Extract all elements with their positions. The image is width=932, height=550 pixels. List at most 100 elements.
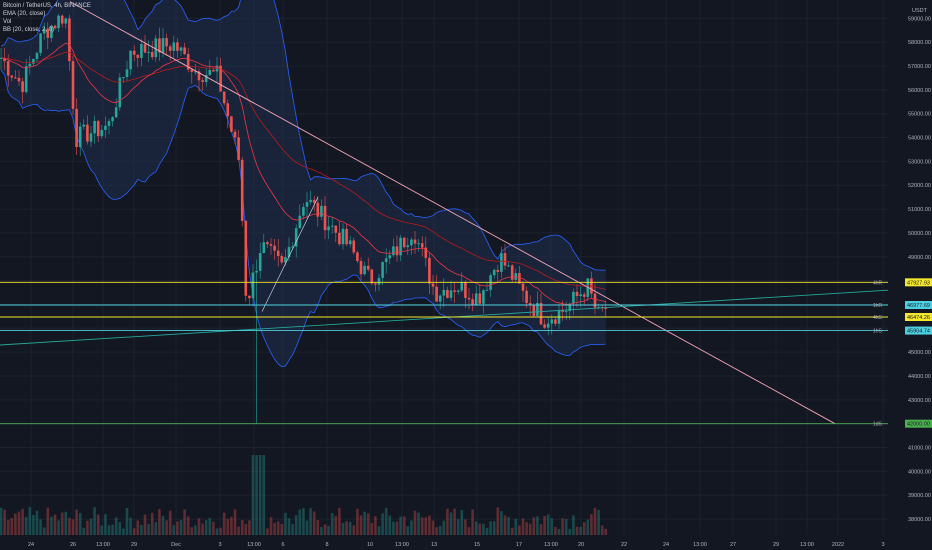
volume-bar	[64, 511, 68, 535]
candle-body	[518, 273, 521, 284]
volume-bar	[564, 518, 568, 535]
volume-bar	[510, 527, 514, 535]
candle-body	[543, 324, 546, 328]
candle-body	[0, 57, 3, 59]
volume-bar	[6, 519, 10, 535]
volume-bar	[374, 516, 377, 535]
candle-body	[424, 247, 428, 258]
volume-bar	[230, 516, 233, 535]
candle-body	[377, 277, 381, 285]
volume-bar	[298, 509, 302, 535]
volume-bar	[572, 515, 575, 535]
volume-bar	[356, 508, 359, 535]
candle-body	[197, 71, 201, 81]
candle-body	[140, 44, 143, 58]
candle-body	[204, 74, 208, 82]
volume-bar	[514, 518, 518, 535]
candle-body	[96, 121, 100, 137]
volume-bar	[240, 520, 244, 535]
volume-bar	[464, 519, 467, 535]
candle-body	[46, 28, 50, 38]
volume-bar	[363, 511, 366, 535]
volume-bar	[122, 528, 125, 535]
candle-body	[392, 246, 395, 256]
volume-bar	[370, 522, 374, 535]
candle-body	[334, 225, 338, 233]
candle-body	[226, 103, 230, 117]
volume-bar	[14, 513, 17, 535]
candle-body	[158, 38, 161, 53]
volume-bar	[35, 510, 39, 535]
level-price-badge	[905, 300, 932, 309]
level-price-badge	[905, 312, 932, 321]
legend-bb[interactable]: BB (20, close, 2, 0)	[3, 27, 55, 33]
volume-bar	[388, 515, 392, 535]
x-tick-label: 24	[663, 542, 669, 548]
legend-ema[interactable]: EMA (20, close)	[3, 11, 46, 17]
candle-body	[604, 308, 608, 310]
volume-bar	[75, 509, 78, 535]
candle-body	[208, 69, 212, 75]
x-tick-label: 13	[431, 542, 437, 548]
candle-body	[500, 253, 503, 272]
volume-bar	[93, 507, 96, 535]
candle-body	[428, 257, 431, 284]
volume-bar	[50, 516, 53, 535]
volume-bar	[550, 518, 554, 535]
legend-vol[interactable]: Vol	[3, 19, 12, 25]
x-tick-label: 13:00	[693, 542, 707, 548]
volume-bar	[291, 523, 294, 535]
volume-bar	[287, 518, 291, 535]
volume-bar	[68, 517, 71, 535]
y-tick-label: 55000.00	[908, 112, 931, 118]
candle-body	[582, 294, 586, 297]
volume-bar	[78, 513, 82, 535]
volume-bar	[579, 527, 582, 535]
candle-body	[24, 66, 28, 93]
legend-symbol[interactable]: Bitcoin / TetherUS, 4h, BINANCE	[3, 3, 91, 9]
candle-body	[262, 242, 266, 254]
candle-body	[183, 47, 186, 55]
ema-line	[0, 42, 606, 305]
volume-bar	[438, 525, 442, 535]
x-tick-label: Dec	[171, 542, 181, 548]
candle-body	[104, 125, 107, 130]
volume-bar	[323, 524, 327, 535]
volume-bar	[338, 507, 341, 535]
candle-body	[118, 77, 122, 108]
pattern-line	[261, 197, 319, 312]
candle-body	[258, 253, 262, 271]
candle-body	[338, 232, 341, 245]
candle-body	[190, 69, 194, 72]
level-price-badge	[905, 326, 932, 335]
candle-body	[413, 239, 417, 244]
candle-body	[82, 124, 86, 127]
volume-bar	[413, 510, 417, 535]
candle-body	[161, 38, 165, 53]
candle-body	[399, 237, 402, 256]
candle-body	[456, 290, 460, 292]
volume-bar	[183, 509, 186, 535]
volume-bar	[536, 516, 539, 535]
candle-body	[248, 295, 251, 299]
y-tick-label: 39000.00	[908, 493, 931, 499]
volume-bar	[111, 524, 114, 535]
candle-body	[528, 303, 532, 306]
volume-bar	[294, 515, 298, 535]
volume-bar	[352, 525, 356, 535]
volume-bar	[140, 524, 143, 535]
volume-bar	[503, 515, 507, 535]
candle-body	[222, 91, 226, 104]
candle-body	[244, 220, 248, 296]
volume-bar	[478, 523, 482, 535]
y-tick-label: 45000.00	[908, 350, 931, 356]
candle-body	[39, 33, 42, 53]
candle-body	[546, 323, 550, 328]
volume-bar	[600, 525, 604, 535]
volume-bar	[32, 515, 35, 535]
volume-bar	[96, 514, 100, 535]
volume-bar	[449, 512, 453, 535]
candle-body	[60, 15, 64, 24]
